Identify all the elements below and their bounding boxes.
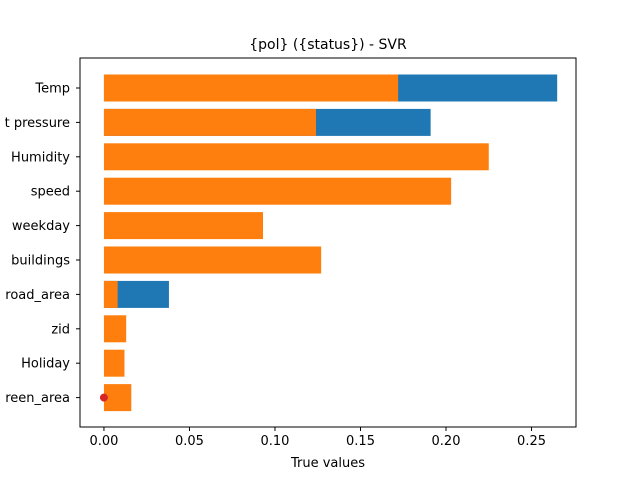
bar-road-area-s1 — [103, 280, 118, 308]
bars-group — [103, 74, 558, 412]
plot-frame — [79, 57, 577, 428]
bar-reen-area-s1 — [103, 384, 132, 412]
x-tick-label: 0.20 — [432, 434, 461, 449]
x-tick-label: 0.15 — [346, 434, 375, 449]
y-tick-label: road_area — [5, 288, 70, 303]
y-tick-label: Holiday — [21, 357, 70, 372]
marker-point — [99, 393, 108, 402]
y-tick-label: speed — [31, 185, 70, 200]
y-tick-label: reen_area — [5, 391, 70, 406]
x-tick-label: 0.25 — [517, 434, 546, 449]
y-axis: Temp t pressure Humidity speed weekday buildi… — [5, 82, 80, 406]
bar-humidity-s1 — [103, 143, 489, 171]
y-tick-label: t pressure — [5, 116, 70, 131]
bar-temp-s1 — [103, 74, 399, 102]
y-tick-label: Humidity — [11, 150, 70, 165]
bar-buildings-s1 — [103, 246, 322, 274]
y-tick-label: weekday — [12, 219, 70, 234]
chart-title: {pol} ({status}) - SVR — [249, 37, 407, 53]
y-tick-label: Temp — [34, 82, 70, 97]
x-axis: 0.00 0.05 0.10 0.15 0.20 0.25 — [89, 427, 546, 449]
y-tick-label: buildings — [11, 254, 70, 269]
bar-weekday-s1 — [103, 212, 264, 240]
bar-holiday-s1 — [103, 349, 125, 377]
markers-group — [99, 393, 108, 402]
x-tick-label: 0.00 — [89, 434, 118, 449]
bar-speed-s1 — [103, 177, 452, 205]
bar-t-pressure-s1 — [103, 108, 317, 136]
x-tick-label: 0.05 — [175, 434, 204, 449]
x-tick-label: 0.10 — [261, 434, 290, 449]
x-axis-label: True values — [290, 456, 365, 471]
bar-zid-s1 — [103, 315, 127, 343]
y-tick-label: zid — [51, 322, 70, 337]
